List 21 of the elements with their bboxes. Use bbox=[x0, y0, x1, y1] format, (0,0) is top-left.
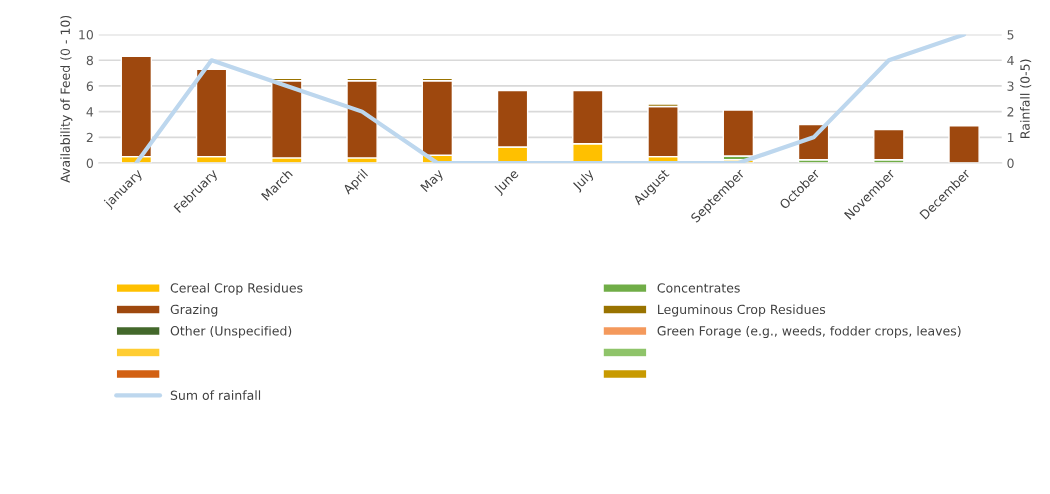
y2-axis-title: Rainfall (0-5) bbox=[1020, 59, 1032, 138]
y-axis-title: Availability of Feed (0 - 10) bbox=[60, 15, 73, 183]
y2-tick-label: 5 bbox=[1007, 30, 1014, 40]
y-tick-label: 0 bbox=[86, 158, 94, 168]
legend-label: Concentrates bbox=[657, 283, 740, 293]
y2-tick-label: 0 bbox=[1007, 158, 1014, 168]
legend-label: Green Forage (e.g., weeds, fodder crops, leaves) bbox=[657, 325, 961, 338]
legend-label: Grazing bbox=[170, 304, 218, 317]
y-tick-label: 4 bbox=[86, 107, 94, 117]
y2-tick-label: 2 bbox=[1007, 107, 1014, 117]
y2-tick-label: 4 bbox=[1007, 55, 1014, 66]
y2-tick-label: 1 bbox=[1007, 132, 1014, 143]
legend-label: Sum of rainfall bbox=[170, 390, 261, 400]
legend-label: Cereal Crop Residues bbox=[170, 282, 303, 296]
y-tick-label: 10 bbox=[79, 30, 94, 40]
y-tick-label: 6 bbox=[86, 81, 94, 91]
y-tick-label: 8 bbox=[86, 55, 93, 66]
y2-tick-label: 3 bbox=[1007, 81, 1014, 91]
y-tick-label: 2 bbox=[86, 132, 93, 143]
legend-label: Other (Unspecified) bbox=[170, 325, 292, 338]
legend-label: Leguminous Crop Residues bbox=[658, 304, 826, 317]
